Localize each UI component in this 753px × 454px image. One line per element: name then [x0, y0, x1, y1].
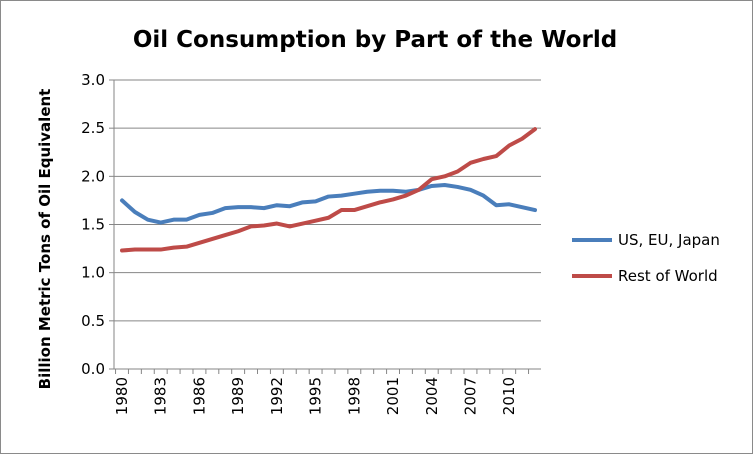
y-tick-label: 0.0 — [81, 360, 105, 378]
y-axis-label: Billion Metric Tons of Oil Equivalent — [36, 89, 54, 390]
x-tick-label: 1980 — [113, 377, 131, 415]
x-tick-label: 1995 — [307, 377, 325, 415]
x-tick-label: 1989 — [229, 377, 247, 415]
series-lines — [120, 127, 537, 253]
x-tick-label: 1998 — [345, 377, 363, 415]
series-line-1 — [120, 127, 537, 253]
legend: US, EU, Japan Rest of World — [572, 231, 720, 285]
series-line-0 — [120, 183, 537, 225]
x-tick-labels: 1980 1983 1986 1989 1992 1995 1998 2001 2004 2007… — [113, 377, 518, 415]
y-tick-label: 0.5 — [81, 312, 105, 330]
axes — [109, 79, 541, 374]
chart-title: Oil Consumption by Part of the World — [133, 27, 617, 53]
y-tick-label: 1.5 — [81, 216, 105, 234]
y-tick-label: 1.0 — [81, 264, 105, 282]
y-tick-label: 3.0 — [81, 71, 105, 89]
x-tick-label: 2004 — [423, 377, 441, 415]
legend-label: Rest of World — [618, 267, 718, 285]
x-tick-label: 2010 — [500, 377, 518, 415]
x-tick-label: 2007 — [461, 377, 479, 415]
x-tick-label: 1983 — [152, 377, 170, 415]
y-tick-label: 2.0 — [81, 167, 105, 185]
x-tick-label: 2001 — [384, 377, 402, 415]
y-tick-labels: 0.0 0.5 1.0 1.5 2.0 2.5 3.0 — [81, 71, 105, 378]
y-tick-label: 2.5 — [81, 119, 105, 137]
legend-label: US, EU, Japan — [618, 231, 720, 249]
grid-lines — [114, 79, 541, 322]
x-tick-label: 1992 — [268, 377, 286, 415]
x-tick-label: 1986 — [190, 377, 208, 415]
